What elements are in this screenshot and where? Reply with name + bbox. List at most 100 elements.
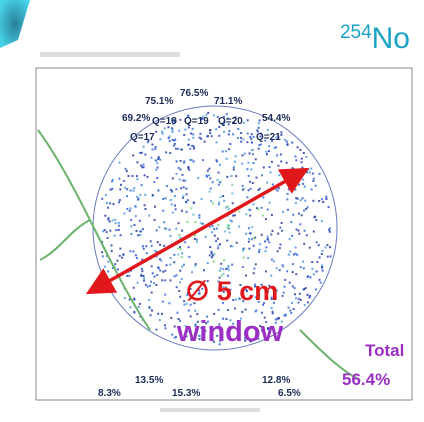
hit — [182, 196, 185, 199]
hit — [187, 138, 190, 141]
hit — [246, 168, 249, 171]
charge-state: Q=20 — [218, 116, 243, 127]
hit — [104, 265, 107, 268]
hit — [170, 203, 173, 206]
hit — [310, 167, 313, 170]
hit — [126, 188, 129, 191]
hit — [134, 215, 137, 218]
hit — [262, 303, 265, 306]
hit — [204, 329, 207, 332]
hit — [265, 150, 268, 153]
hit — [325, 195, 328, 198]
hit — [194, 309, 197, 312]
hit — [133, 224, 136, 226]
hit — [245, 232, 248, 235]
hit — [163, 127, 166, 130]
hit — [260, 132, 263, 135]
hit — [286, 143, 289, 146]
hit — [192, 160, 195, 163]
hit — [212, 340, 215, 343]
efficiency-label: 8.3% — [98, 388, 121, 399]
hit — [194, 263, 197, 266]
hit — [141, 245, 144, 248]
hit — [208, 167, 211, 170]
hit — [225, 157, 228, 160]
hit — [304, 199, 307, 202]
hit — [254, 263, 257, 266]
hit — [242, 121, 245, 124]
hit — [294, 202, 297, 204]
hit — [226, 226, 229, 229]
hit — [148, 307, 151, 310]
hit — [157, 312, 160, 315]
hit — [188, 168, 191, 171]
hit — [188, 255, 191, 258]
hit — [265, 270, 267, 273]
hit — [177, 253, 180, 256]
hit — [210, 231, 213, 234]
hit — [168, 228, 171, 231]
hit — [169, 152, 172, 154]
hit — [151, 143, 154, 146]
hit — [267, 328, 269, 330]
hit — [150, 244, 153, 247]
hit — [192, 201, 195, 204]
hit — [104, 214, 107, 217]
hit — [119, 188, 122, 191]
hit — [266, 153, 268, 156]
hit — [277, 187, 280, 190]
hit — [129, 207, 132, 210]
hit — [216, 115, 219, 118]
hit — [202, 159, 204, 162]
hit — [219, 163, 221, 166]
hit — [181, 252, 184, 255]
hit — [179, 319, 182, 322]
hit — [117, 228, 120, 231]
hit — [260, 233, 263, 236]
hit — [157, 156, 160, 159]
hit — [247, 227, 250, 230]
hit — [249, 294, 252, 297]
hit — [231, 183, 234, 186]
hit — [244, 337, 246, 340]
hit — [319, 281, 322, 284]
hit — [292, 253, 295, 256]
hit — [179, 281, 181, 284]
hit — [286, 270, 289, 273]
hit — [189, 158, 192, 161]
hit — [192, 136, 195, 139]
hit — [132, 154, 135, 157]
hit — [298, 232, 301, 235]
hit — [225, 268, 228, 270]
hit — [329, 246, 332, 249]
hit — [180, 333, 183, 336]
hit — [290, 221, 293, 224]
hit — [108, 220, 111, 223]
hit — [210, 256, 213, 259]
hit — [299, 199, 302, 202]
hit — [127, 175, 130, 177]
hit — [101, 251, 104, 254]
hit — [223, 199, 226, 202]
hit — [189, 303, 192, 306]
hit — [252, 236, 255, 239]
hit — [165, 185, 168, 187]
hit — [179, 118, 182, 121]
hit — [118, 177, 121, 180]
hit — [241, 184, 244, 187]
hit — [201, 117, 204, 120]
hit — [178, 331, 181, 334]
hit — [270, 296, 273, 299]
hit — [260, 311, 263, 314]
hit — [239, 317, 242, 320]
hit — [268, 145, 271, 147]
hit — [142, 247, 145, 250]
hit — [206, 320, 209, 323]
hit — [165, 264, 168, 267]
hit — [207, 135, 209, 138]
hit — [209, 129, 212, 131]
hit — [302, 260, 305, 263]
efficiency-label: 76.5% — [180, 88, 208, 99]
hit — [136, 178, 139, 181]
hit — [192, 213, 195, 216]
